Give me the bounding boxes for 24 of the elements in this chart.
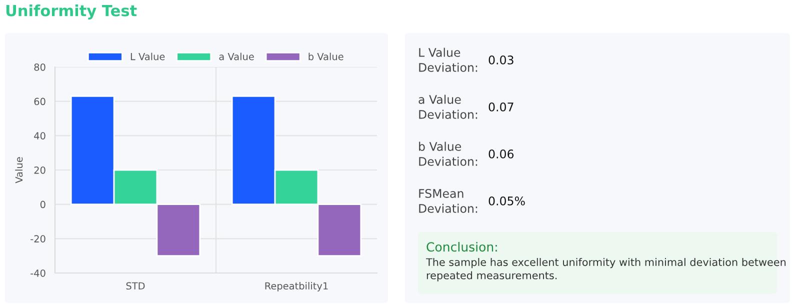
y-tick-label: -20	[30, 235, 46, 242]
legend-label: L Value	[130, 52, 165, 60]
text: FSMean Deviation:	[419, 188, 478, 213]
legend-label: a Value	[219, 52, 254, 60]
legend-label: b Value	[308, 52, 344, 60]
text: 0.03	[488, 55, 514, 64]
text: 0.05%	[488, 196, 525, 206]
y-tick-label: 40	[34, 132, 46, 140]
y-tick-label: 0	[40, 200, 46, 208]
text: 0.06	[488, 149, 514, 158]
y-tick-label: 20	[34, 166, 46, 174]
text: a Value Deviation:	[418, 94, 478, 119]
y-tick-label: 80	[34, 63, 46, 71]
text: L Value Deviation:	[419, 48, 478, 72]
x-tick-label: Repeatbility1	[265, 282, 328, 292]
text: 0.07	[488, 102, 514, 112]
text: b Value Deviation:	[419, 142, 478, 166]
y-tick-label: -40	[30, 269, 46, 277]
text: The sample has excellent uniformity with minimal deviation between repeated measurements.	[426, 258, 786, 282]
text: Conclusion:	[426, 242, 497, 252]
x-tick-label: STD	[126, 282, 145, 290]
y-axis-title: Value	[15, 157, 23, 184]
chart-title: Uniformity Test	[6, 4, 137, 20]
y-tick-label: 60	[34, 98, 46, 106]
